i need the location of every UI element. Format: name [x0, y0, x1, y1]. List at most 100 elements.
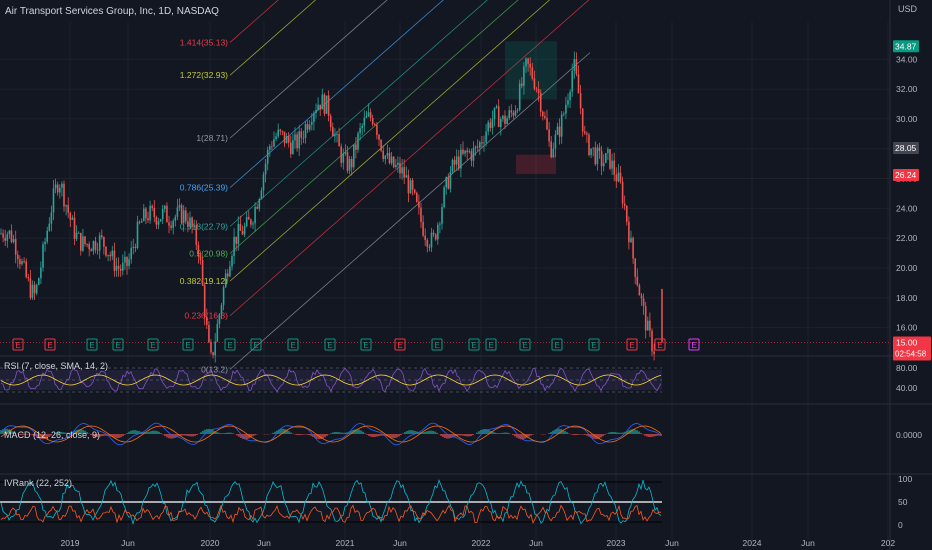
- macd-hist-bar: [504, 432, 506, 434]
- macd-hist-bar: [654, 434, 656, 437]
- earnings-marker[interactable]: E: [147, 338, 159, 351]
- indicator-panes: [0, 367, 662, 526]
- candle-body: [512, 112, 515, 116]
- macd-hist-bar: [646, 434, 648, 437]
- earnings-marker[interactable]: E: [654, 338, 666, 351]
- earnings-marker[interactable]: E: [431, 338, 443, 351]
- candle-body: [386, 152, 389, 156]
- price-badge-text: 34.87: [895, 41, 917, 51]
- candle-body: [122, 262, 124, 271]
- macd-hist-bar: [390, 434, 392, 438]
- macd-hist-bar: [158, 431, 160, 434]
- candle-body: [168, 222, 170, 226]
- fib-line: [229, 0, 388, 139]
- earnings-marker[interactable]: E: [182, 338, 194, 351]
- earnings-marker[interactable]: E: [519, 338, 531, 351]
- candle-body: [500, 119, 502, 127]
- macd-hist-bar: [6, 428, 8, 434]
- earnings-letter: E: [253, 341, 258, 350]
- earnings-marker[interactable]: E: [551, 338, 563, 351]
- macd-hist-bar: [80, 429, 82, 434]
- macd-hist-bar: [194, 434, 196, 436]
- macd-hist-bar: [272, 432, 274, 434]
- macd-label[interactable]: MACD (12, 26, close, 9): [4, 430, 100, 440]
- earnings-marker[interactable]: E: [485, 338, 497, 351]
- macd-hist-bar: [324, 434, 326, 438]
- y-tick-label: 32.00: [896, 84, 918, 94]
- candle-body: [483, 142, 485, 144]
- macd-hist-bar: [46, 434, 48, 439]
- candle-body: [94, 241, 97, 250]
- earnings-marker[interactable]: E: [360, 338, 372, 351]
- candle-body: [529, 63, 531, 68]
- candle-body: [489, 122, 492, 128]
- candle-body: [602, 162, 605, 167]
- ivr-label[interactable]: IVRank (22, 252): [4, 478, 72, 488]
- candle-body: [80, 232, 82, 251]
- candle-body: [201, 259, 204, 286]
- x-tick-label: Jun: [801, 538, 815, 548]
- earnings-marker[interactable]: E: [324, 338, 336, 351]
- macd-hist-bar: [254, 434, 256, 436]
- earnings-marker[interactable]: E: [626, 338, 638, 351]
- earnings-marker[interactable]: E: [12, 338, 24, 351]
- fib-label: 1(28.71): [196, 133, 228, 143]
- earnings-marker[interactable]: E: [287, 338, 299, 351]
- earnings-marker[interactable]: E: [44, 338, 56, 351]
- candle-body: [617, 172, 620, 182]
- macd-hist-bar: [488, 429, 490, 434]
- macd-hist-bar: [182, 434, 184, 436]
- earnings-marker[interactable]: E: [86, 338, 98, 351]
- candle-body: [48, 223, 51, 231]
- candle-body: [403, 167, 405, 178]
- earnings-letter: E: [554, 341, 559, 350]
- macd-hist-bar: [548, 433, 550, 434]
- macd-hist-bar: [122, 434, 124, 437]
- candle-body: [0, 233, 2, 235]
- macd-hist-bar: [252, 434, 254, 437]
- earnings-marker[interactable]: E: [250, 338, 262, 351]
- macd-hist-bar: [224, 433, 226, 434]
- candle-body: [210, 342, 212, 353]
- candle-body: [548, 129, 550, 142]
- candle-body: [212, 352, 214, 356]
- earnings-marker[interactable]: E: [588, 338, 600, 351]
- candle-body: [491, 118, 494, 128]
- price-axis[interactable]: 34.0032.0030.0026.0024.0022.0020.0018.00…: [61, 40, 931, 548]
- signal-line: [0, 425, 662, 443]
- earnings-marker[interactable]: E: [224, 338, 236, 351]
- candle-body: [615, 174, 618, 182]
- macd-hist-bar: [228, 432, 230, 434]
- macd-hist-bar: [116, 434, 118, 439]
- rsi-label[interactable]: RSI (7, close, SMA, 14, 2): [4, 361, 108, 371]
- fib-label: 1.272(32.93): [180, 70, 228, 80]
- candle-body: [579, 93, 582, 109]
- candle-body: [61, 183, 63, 188]
- macd-hist-bar: [370, 434, 372, 437]
- macd-hist-bar: [464, 434, 466, 437]
- macd-hist-bar: [558, 428, 560, 434]
- candle-body: [224, 273, 227, 288]
- candle-body: [285, 136, 288, 144]
- candle-body: [409, 180, 412, 194]
- macd-hist-bar: [334, 431, 336, 434]
- x-tick-label: Jun: [665, 538, 679, 548]
- earnings-marker[interactable]: E: [394, 338, 406, 351]
- candle-body: [151, 205, 153, 208]
- macd-hist-bar: [514, 434, 516, 437]
- candle-body: [273, 139, 275, 147]
- candle-body: [69, 212, 72, 220]
- candle-body: [147, 218, 149, 221]
- candle-body: [407, 175, 410, 194]
- macd-hist-bar: [340, 432, 342, 434]
- earnings-marker[interactable]: E: [688, 338, 700, 351]
- earnings-marker[interactable]: E: [468, 338, 480, 351]
- x-tick-label: 202: [881, 538, 895, 548]
- earnings-marker[interactable]: E: [112, 338, 124, 351]
- macd-hist-bar: [460, 434, 462, 436]
- candle-body: [264, 163, 267, 175]
- earnings-box: [360, 338, 372, 351]
- candle-body: [449, 171, 452, 189]
